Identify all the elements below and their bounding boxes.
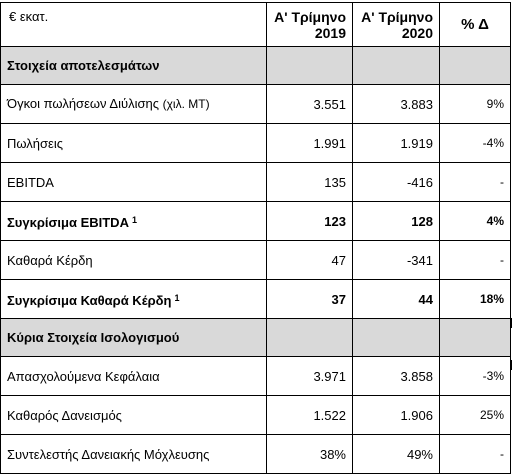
value-change: -3% [439, 356, 511, 396]
footnote-marker: 1 [131, 214, 137, 225]
value-q1-2019: 1.991 [266, 123, 353, 163]
unit-label: € εκατ. [0, 2, 267, 47]
table-header-row: € εκατ. Α' Τρίμηνο 2019 Α' Τρίμηνο 2020 … [0, 2, 511, 47]
column-header-q1-2020-line1: Α' Τρίμηνο [361, 8, 433, 25]
value-change: -4% [439, 123, 511, 163]
value-q1-2019: 123 [266, 201, 353, 241]
value-change: - [439, 240, 511, 280]
value-q1-2019: 37 [266, 279, 353, 319]
value-q1-2020: 49% [352, 434, 440, 474]
row-label-text: Συγκρίσιμα EBITDA [7, 214, 129, 230]
value-change: - [439, 162, 511, 202]
value-q1-2020: 3.858 [352, 356, 440, 396]
value-change: 25% [439, 395, 511, 435]
row-label: Απασχολούμενα Κεφάλαια [0, 356, 267, 396]
table-row: Καθαρά Κέρδη 47 -341 - [0, 240, 511, 280]
section-title: Στοιχεία αποτελεσμάτων [0, 46, 267, 85]
row-label: Όγκοι πωλήσεων Διύλισης (χιλ. ΜΤ) [0, 84, 267, 124]
row-label: Συγκρίσιμα Καθαρά Κέρδη 1 [0, 279, 267, 319]
table-row: Πωλήσεις 1.991 1.919 -4% [0, 123, 511, 163]
table-row: Καθαρός Δανεισμός 1.522 1.906 25% [0, 395, 511, 435]
value-q1-2019: 1.522 [266, 395, 353, 435]
column-header-q1-2020: Α' Τρίμηνο 2020 [352, 2, 440, 47]
value-q1-2020: 128 [352, 201, 440, 241]
table-row: Όγκοι πωλήσεων Διύλισης (χιλ. ΜΤ) 3.551 … [0, 84, 511, 124]
column-header-q1-2019-line2: 2019 [314, 24, 346, 41]
row-label: Καθαρός Δανεισμός [0, 395, 267, 435]
value-q1-2020: 3.883 [352, 84, 440, 124]
table-edge-mark [511, 360, 512, 370]
value-q1-2020: 1.919 [352, 123, 440, 163]
footnote-marker: 1 [174, 292, 180, 303]
column-header-q1-2019: Α' Τρίμηνο 2019 [266, 2, 353, 47]
row-label-text: Όγκοι πωλήσεων Διύλισης [7, 96, 160, 111]
section-header-results: Στοιχεία αποτελεσμάτων [0, 46, 511, 85]
value-q1-2019: 47 [266, 240, 353, 280]
value-q1-2020: 44 [352, 279, 440, 319]
table-row: Συντελεστής Δανειακής Μόχλευσης 38% 49% … [0, 434, 511, 474]
value-q1-2020: 1.906 [352, 395, 440, 435]
value-q1-2020: -341 [352, 240, 440, 280]
row-label: Καθαρά Κέρδη [0, 240, 267, 280]
table-edge-mark [511, 318, 512, 328]
row-label: Συντελεστής Δανειακής Μόχλευσης [0, 434, 267, 474]
column-header-q1-2020-line2: 2020 [401, 24, 433, 41]
value-q1-2019: 3.971 [266, 356, 353, 396]
value-q1-2019: 38% [266, 434, 353, 474]
value-q1-2019: 135 [266, 162, 353, 202]
table-row: Συγκρίσιμα EBITDA 1 123 128 4% [0, 201, 511, 241]
value-change: 9% [439, 84, 511, 124]
row-label: EBITDA [0, 162, 267, 202]
row-label: Συγκρίσιμα EBITDA 1 [0, 201, 267, 241]
row-label: Πωλήσεις [0, 123, 267, 163]
value-q1-2020: -416 [352, 162, 440, 202]
table-row: EBITDA 135 -416 - [0, 162, 511, 202]
table-row: Απασχολούμενα Κεφάλαια 3.971 3.858 -3% [0, 356, 511, 396]
column-header-q1-2019-line1: Α' Τρίμηνο [274, 8, 346, 25]
value-change: 18% [439, 279, 511, 319]
column-header-change: % Δ [439, 2, 511, 47]
value-change: - [439, 434, 511, 474]
value-q1-2019: 3.551 [266, 84, 353, 124]
section-header-balance-sheet: Κύρια Στοιχεία Ισολογισμού [0, 318, 511, 357]
section-title: Κύρια Στοιχεία Ισολογισμού [0, 318, 267, 357]
row-label-text: Συγκρίσιμα Καθαρά Κέρδη [7, 292, 172, 308]
value-change: 4% [439, 201, 511, 241]
table-row: Συγκρίσιμα Καθαρά Κέρδη 1 37 44 18% [0, 279, 511, 319]
row-label-unit: (χιλ. ΜΤ) [162, 97, 210, 111]
